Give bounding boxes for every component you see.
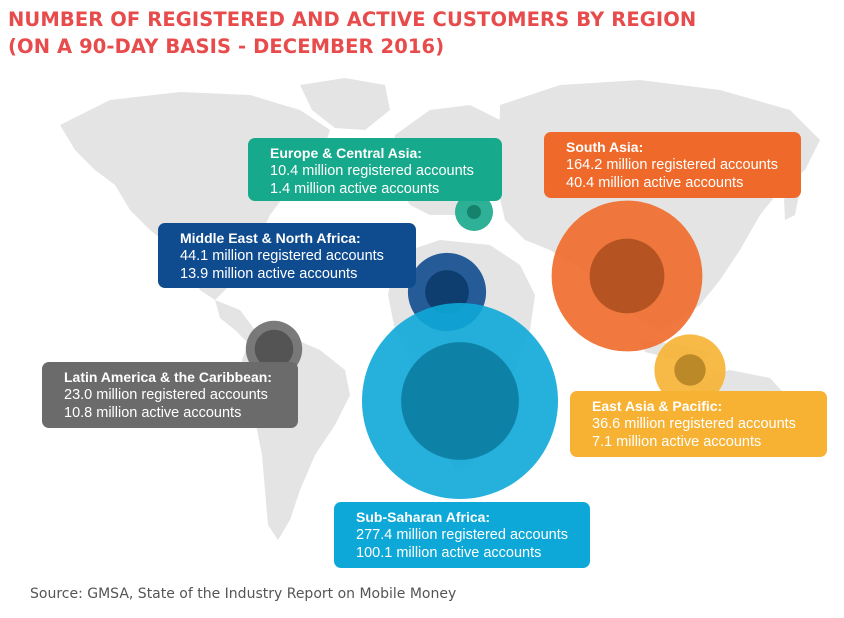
greenland-landmass bbox=[300, 78, 390, 130]
active-accounts-label: 1.4 million active accounts bbox=[270, 181, 440, 197]
active-accounts-label: 100.1 million active accounts bbox=[356, 545, 542, 561]
chart-title-line-1: NUMBER OF REGISTERED AND ACTIVE CUSTOMER… bbox=[8, 8, 697, 31]
label-box-latin-america-caribbean: Latin America & the Caribbean: 23.0 mill… bbox=[42, 362, 298, 428]
active-bubble-latin-america-caribbean bbox=[254, 329, 294, 369]
region-name: Sub-Saharan Africa: bbox=[356, 509, 491, 525]
label-box-south-asia: South Asia: 164.2 million registered acc… bbox=[544, 132, 801, 198]
chart-title-line-2: (ON A 90-DAY BASIS - DECEMBER 2016) bbox=[8, 35, 445, 58]
active-accounts-label: 7.1 million active accounts bbox=[592, 434, 762, 450]
registered-accounts-label: 44.1 million registered accounts bbox=[180, 248, 384, 264]
source-note: Source: GMSA, State of the Industry Repo… bbox=[30, 586, 457, 602]
active-bubble-europe-central-asia bbox=[467, 205, 481, 219]
region-name: Europe & Central Asia: bbox=[270, 145, 422, 161]
label-box-east-asia-pacific: East Asia & Pacific: 36.6 million regist… bbox=[570, 391, 827, 457]
central-america-landmass bbox=[215, 300, 262, 345]
active-accounts-label: 40.4 million active accounts bbox=[566, 175, 744, 191]
registered-accounts-label: 10.4 million registered accounts bbox=[270, 163, 474, 179]
registered-accounts-label: 277.4 million registered accounts bbox=[356, 527, 568, 543]
chart-title: NUMBER OF REGISTERED AND ACTIVE CUSTOMER… bbox=[8, 6, 696, 60]
label-box-middle-east-north-africa: Middle East & North Africa: 44.1 million… bbox=[158, 223, 416, 288]
label-box-sub-saharan-africa: Sub-Saharan Africa: 277.4 million regist… bbox=[334, 502, 590, 568]
registered-accounts-label: 164.2 million registered accounts bbox=[566, 157, 778, 173]
region-name: East Asia & Pacific: bbox=[592, 398, 723, 414]
label-box-europe-central-asia: Europe & Central Asia: 10.4 million regi… bbox=[248, 138, 502, 201]
region-name: Middle East & North Africa: bbox=[180, 230, 361, 246]
active-bubble-middle-east-north-africa bbox=[425, 270, 469, 314]
registered-accounts-label: 36.6 million registered accounts bbox=[592, 416, 796, 432]
registered-accounts-label: 23.0 million registered accounts bbox=[64, 387, 268, 403]
region-name: Latin America & the Caribbean: bbox=[64, 369, 272, 385]
active-bubble-south-asia bbox=[589, 238, 665, 314]
active-bubble-sub-saharan-africa bbox=[401, 342, 519, 460]
active-accounts-label: 13.9 million active accounts bbox=[180, 266, 358, 282]
active-accounts-label: 10.8 million active accounts bbox=[64, 405, 242, 421]
active-bubble-east-asia-pacific bbox=[674, 354, 706, 386]
region-name: South Asia: bbox=[566, 139, 644, 155]
